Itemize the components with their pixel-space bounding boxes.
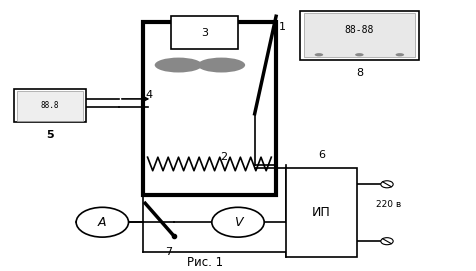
- Bar: [17, 91, 83, 121]
- Ellipse shape: [155, 57, 202, 72]
- Bar: [143, 22, 276, 195]
- Circle shape: [381, 181, 393, 188]
- Ellipse shape: [396, 53, 404, 56]
- Ellipse shape: [355, 53, 364, 56]
- Text: A: A: [98, 216, 107, 229]
- Text: 220 в: 220 в: [376, 200, 401, 209]
- Circle shape: [76, 207, 129, 237]
- Text: 1: 1: [278, 22, 286, 32]
- Text: V: V: [234, 216, 242, 229]
- Text: ИП: ИП: [312, 206, 331, 219]
- Bar: [286, 168, 357, 257]
- Bar: [304, 13, 415, 57]
- Circle shape: [212, 207, 264, 237]
- Text: 5: 5: [46, 130, 54, 140]
- Text: 8: 8: [356, 68, 363, 78]
- Bar: [300, 11, 419, 60]
- Text: Рис. 1: Рис. 1: [187, 256, 223, 269]
- Text: 7: 7: [166, 247, 172, 257]
- Text: 2: 2: [220, 152, 227, 162]
- Text: 4: 4: [145, 90, 152, 100]
- Ellipse shape: [198, 57, 245, 72]
- Bar: [171, 16, 238, 49]
- Bar: [14, 89, 86, 122]
- Text: 88.8: 88.8: [41, 101, 59, 110]
- Circle shape: [381, 238, 393, 245]
- Text: 88-88: 88-88: [345, 25, 374, 35]
- Ellipse shape: [315, 53, 323, 56]
- Text: 6: 6: [318, 150, 325, 160]
- Text: 3: 3: [201, 28, 208, 37]
